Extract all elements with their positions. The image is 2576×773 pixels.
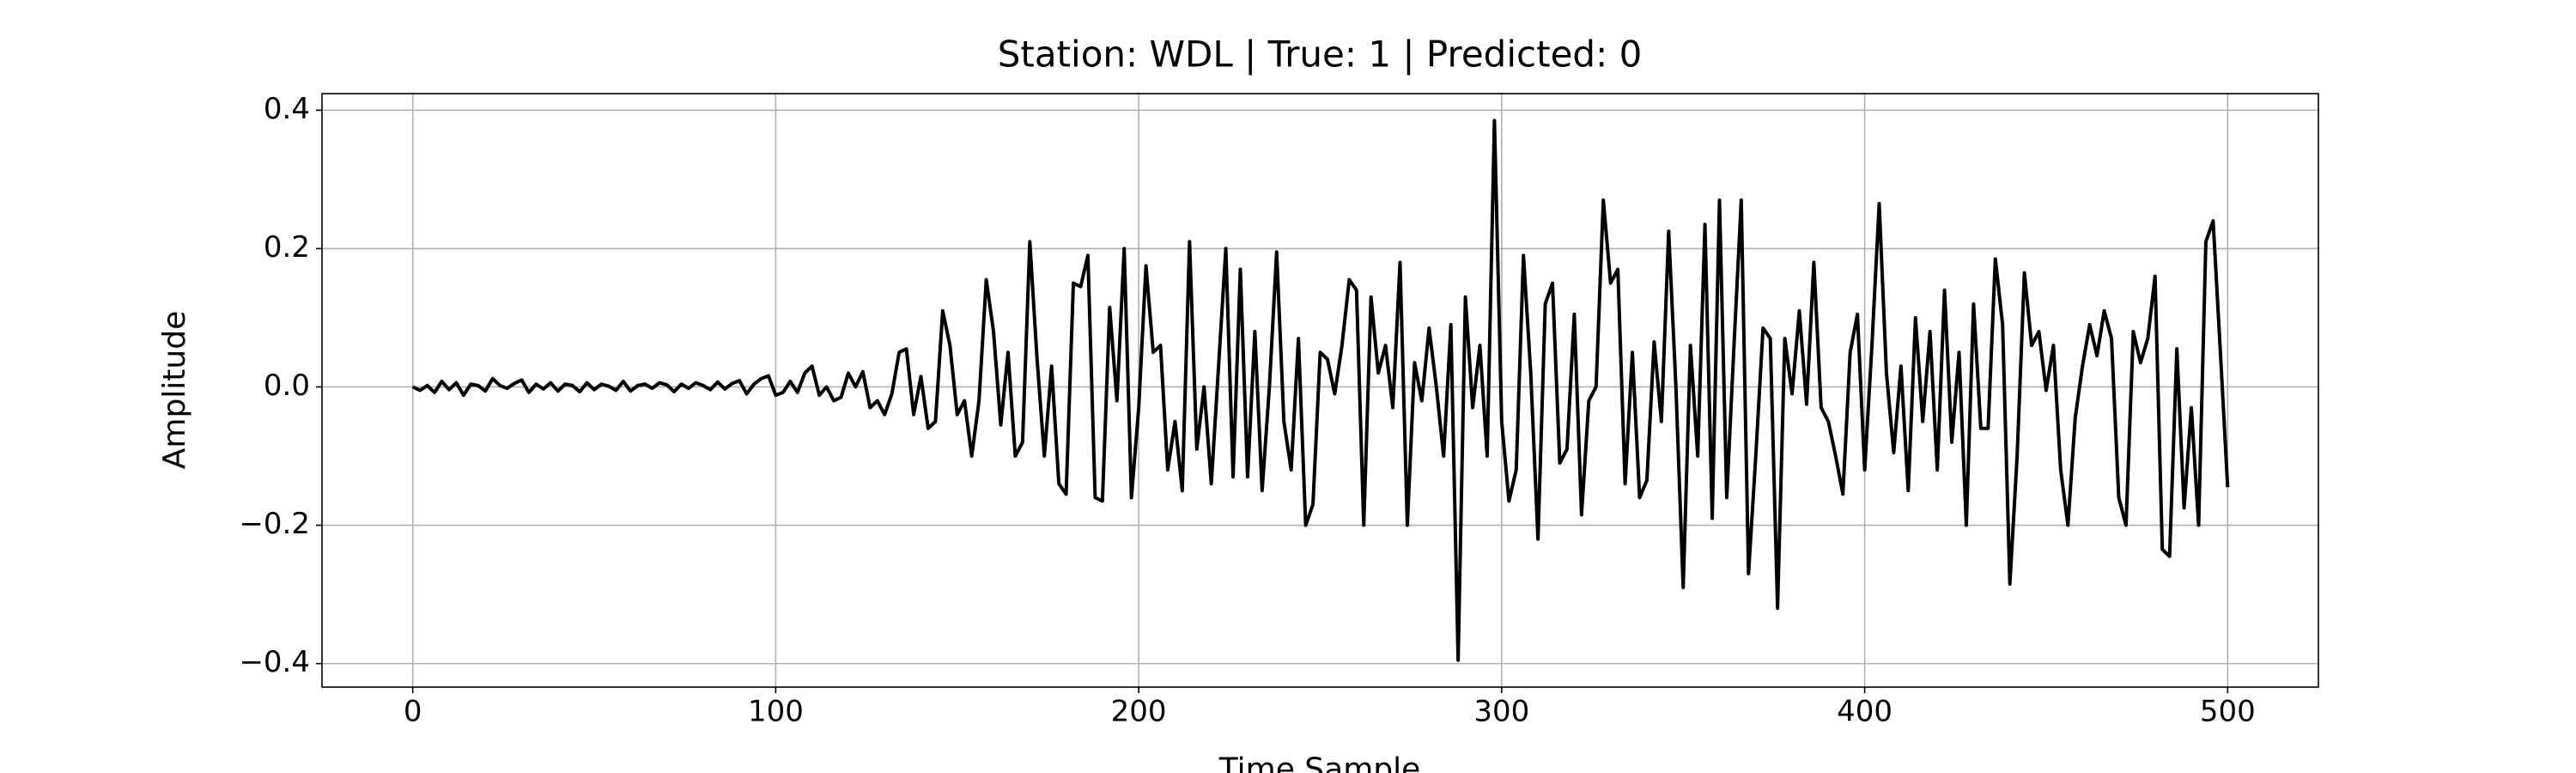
x-tick-label: 100	[748, 695, 804, 729]
y-tick-label: −0.2	[239, 507, 310, 541]
x-axis-label: Time Sample	[1218, 752, 1421, 773]
x-tick-label: 500	[2200, 695, 2256, 729]
plot-frame	[321, 93, 2319, 688]
y-tick-label: −0.4	[239, 645, 310, 679]
y-axis-label: Amplitude	[157, 311, 192, 469]
y-tick-label: 0.4	[264, 92, 310, 126]
data-line	[411, 119, 2230, 662]
y-tick-label: 0.2	[264, 230, 310, 265]
x-tick-label: 0	[404, 695, 422, 729]
x-tick-label: 400	[1837, 695, 1893, 729]
chart-title: Station: WDL | True: 1 | Predicted: 0	[998, 33, 1643, 76]
y-tick-label: 0.0	[264, 368, 310, 403]
x-tick-label: 300	[1473, 695, 1529, 729]
x-tick-label: 200	[1111, 695, 1167, 729]
